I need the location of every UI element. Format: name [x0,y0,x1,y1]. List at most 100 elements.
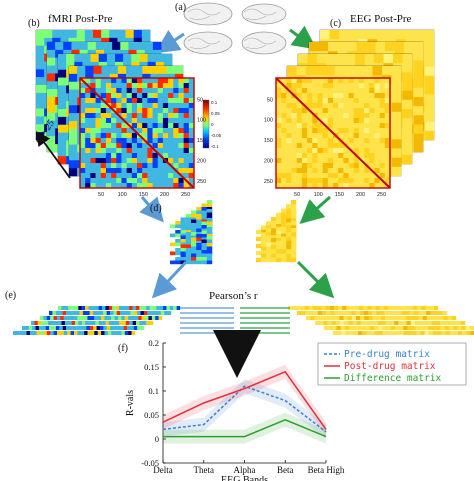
vector-cell [116,311,121,315]
matrix-cell [111,173,117,179]
matrix-cell [322,143,329,149]
matrix-cell [162,178,169,184]
matrix-cell [142,103,148,109]
matrix-cell [374,143,380,149]
matrix-cell [69,152,78,161]
vector-cell [372,316,378,320]
matrix-cell [343,133,349,139]
matrix-cell [126,83,133,89]
matrix-cell [402,90,413,101]
matrix-cell [100,113,107,119]
vector-cell [63,331,68,335]
triangle-cell [276,226,282,232]
matrix-cell [286,143,292,149]
matrix-cell [173,138,179,144]
fmri-x-tick: 150 [139,192,148,198]
matrix-cell [286,183,292,189]
matrix-cell [301,123,308,129]
matrix-cell [183,128,190,134]
matrix-cell [307,138,313,144]
matrix-cell [369,128,375,134]
vector-cell [72,311,77,315]
matrix-cell [386,30,397,40]
matrix-cell [137,178,143,184]
matrix-cell [353,148,360,154]
matrix-cell [47,112,56,121]
matrix-cell [115,54,124,63]
vector-cell [43,316,47,320]
matrix-cell [100,163,107,169]
vector-cell [375,306,380,310]
matrix-cell [147,148,153,154]
vector-cell [148,316,153,320]
vector-cell [67,331,71,335]
triangle-cell [271,231,277,236]
matrix-cell [188,98,195,104]
matrix-cell [58,140,67,149]
triangle-cell [276,249,282,254]
matrix-cell [152,108,159,114]
vector-cell [456,321,462,325]
vector-cell [105,321,110,325]
vector-cell [443,316,448,320]
matrix-cell [312,128,318,134]
vector-cell [46,316,51,320]
matrix-cell [281,138,287,144]
vector-cell [142,321,147,325]
matrix-cell [276,168,282,174]
matrix-cell [384,163,391,169]
matrix-cell [379,133,386,139]
matrix-cell [168,168,174,174]
matrix-cell [126,163,133,169]
vector-cell [151,316,156,320]
triangle-cell [286,225,292,230]
matrix-cell [364,108,370,114]
matrix-cell [131,88,138,94]
matrix-cell [374,78,380,84]
matrix-cell [147,83,153,89]
vector-cell [410,321,416,325]
triangle-cell [180,239,186,243]
vector-cell [397,316,403,320]
triangle-cell [201,260,207,265]
vector-cell [98,321,103,325]
vector-cell [164,311,168,315]
colorbar-tick-label: 0.05 [211,111,220,116]
matrix-cell [413,87,424,98]
eeg-x-tick: 50 [294,192,300,198]
matrix-cell [369,153,375,159]
matrix-cell [286,158,292,164]
vector-cell [426,316,432,320]
matrix-cell [131,83,138,89]
matrix-cell [142,123,148,129]
vector-cell [64,306,69,310]
vector-cell [55,311,60,315]
matrix-cell [327,103,334,109]
vector-cell [321,306,326,310]
matrix-cell [353,113,360,119]
matrix-cell [291,183,298,189]
matrix-cell [338,168,344,174]
vector-cell [326,316,332,320]
matrix-cell [348,158,355,164]
matrix-cell [374,153,380,159]
triangle-cell [291,253,297,258]
matrix-cell [111,98,117,104]
matrix-cell [178,123,184,129]
matrix-cell [90,133,96,139]
vector-cell [67,316,71,320]
matrix-cell [162,128,169,134]
vector-cell [85,306,89,310]
vector-cell [386,326,391,330]
matrix-cell [296,123,303,129]
vector-cell [360,316,365,320]
matrix-cell [85,108,91,114]
matrix-cell [95,113,102,119]
vector-cell [103,311,107,315]
matrix-cell [95,183,102,189]
vector-cell [26,331,31,335]
eeg-y-tick: 200 [264,158,273,164]
matrix-cell [286,123,292,129]
matrix-cell [126,88,133,94]
triangle-cell [180,217,186,222]
